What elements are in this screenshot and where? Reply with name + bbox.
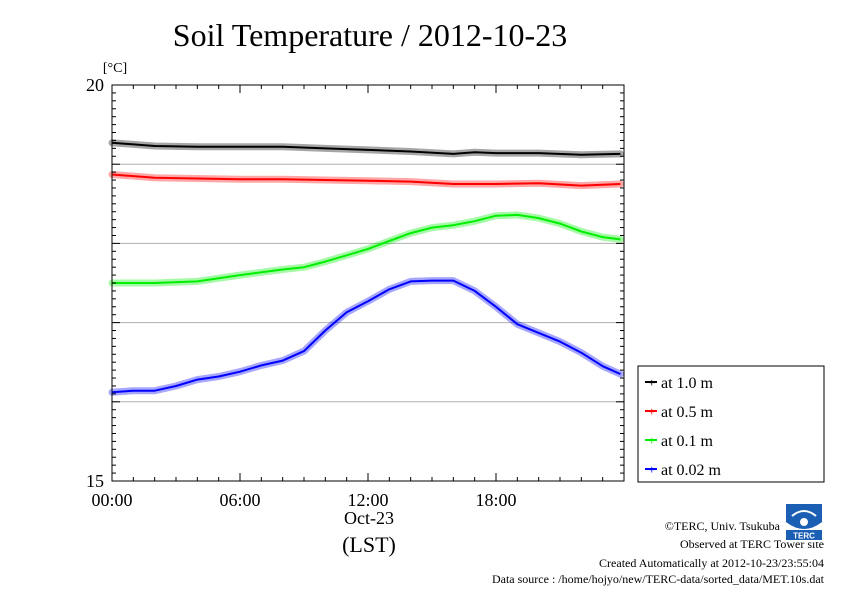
series-band [108,277,624,396]
series-lines [108,139,624,396]
gridlines [112,163,624,403]
legend-label: at 1.0 m [661,375,714,392]
legend-marker: + [648,437,656,447]
legend-marker: + [648,466,656,476]
y-axis-label: [°C] [103,61,127,76]
legend-label: at 0.5 m [661,404,714,421]
data-source-path: Data source : /home/hojyo/new/TERC-data/… [491,572,824,586]
series-line [111,279,621,394]
x-date-label: Oct-23 [344,508,394,528]
x-axis-label: (LST) [342,532,396,557]
legend-label: at 0.1 m [661,433,714,450]
series-line [111,141,621,156]
axis-ticks [111,84,625,482]
legend: + at 1.0 m + at 0.5 m + at 0.1 m + at 0.02 m [637,365,825,483]
series-line [112,213,621,284]
legend-marker: + [648,379,656,389]
x-tick-labels: 00:00 06:00 12:00 18:00 [91,490,516,510]
legend-box [637,365,825,483]
terc-logo: TERC [782,502,826,542]
legend-label: at 0.02 m [661,462,722,479]
created-timestamp: Created Automatically at 2012-10-23/23:5… [599,556,824,570]
y-tick-label-bottom: 15 [86,471,104,491]
copyright-credit: ©TERC, Univ. Tsukuba [664,519,780,533]
x-tick-label: 12:00 [347,490,388,510]
y-tick-label-top: 20 [86,75,104,95]
x-tick-label: 00:00 [91,490,132,510]
x-tick-label: 06:00 [219,490,260,510]
logo-text: TERC [793,532,815,541]
legend-marker: + [648,408,656,418]
series-line [111,173,621,187]
chart-title: Soil Temperature / 2012-10-23 [173,17,567,53]
x-tick-label: 18:00 [475,490,516,510]
